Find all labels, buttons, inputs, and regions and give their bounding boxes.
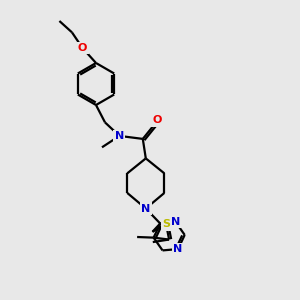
Text: N: N bbox=[173, 244, 183, 254]
Text: O: O bbox=[78, 43, 87, 53]
Text: N: N bbox=[171, 217, 180, 227]
Text: N: N bbox=[115, 131, 124, 141]
Text: N: N bbox=[141, 203, 150, 214]
Text: S: S bbox=[162, 219, 170, 229]
Text: O: O bbox=[152, 115, 162, 125]
